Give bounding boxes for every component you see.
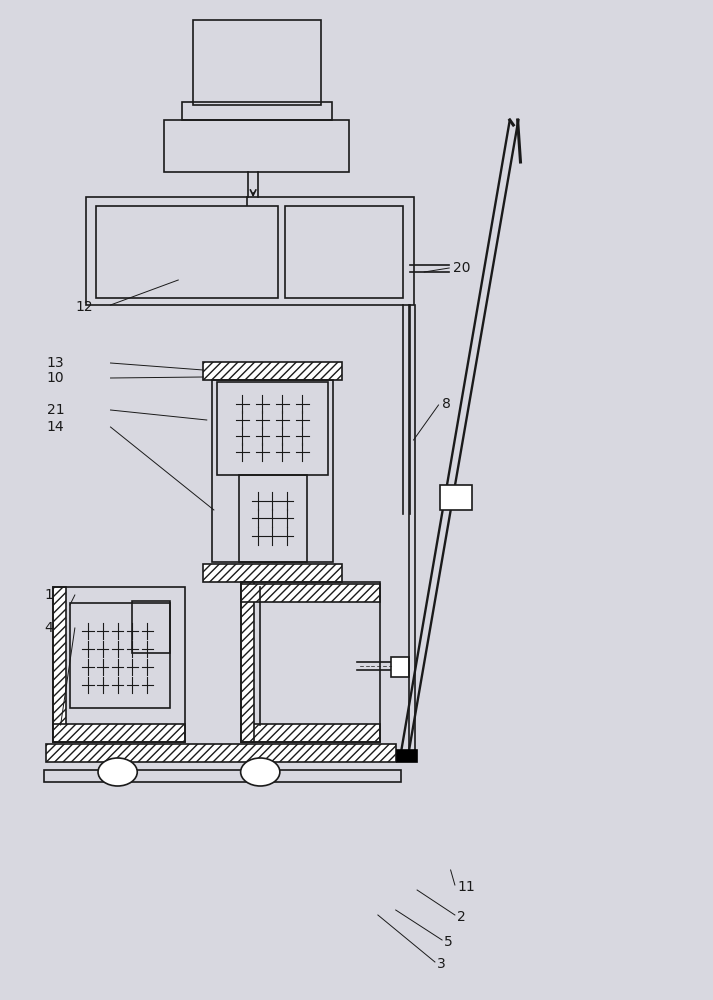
Bar xyxy=(397,750,417,762)
Text: 4: 4 xyxy=(45,621,53,635)
Ellipse shape xyxy=(98,758,137,786)
Ellipse shape xyxy=(240,758,279,786)
Bar xyxy=(203,362,342,380)
Bar xyxy=(164,120,349,172)
Text: 20: 20 xyxy=(453,261,471,275)
Bar xyxy=(182,102,332,120)
Bar xyxy=(70,603,170,708)
Bar xyxy=(96,206,278,298)
Bar xyxy=(132,601,170,653)
Text: 10: 10 xyxy=(46,371,64,385)
Bar xyxy=(391,657,409,677)
Bar xyxy=(203,564,342,582)
Bar xyxy=(217,382,328,475)
Bar xyxy=(86,197,414,305)
Text: 3: 3 xyxy=(437,957,446,971)
Text: 21: 21 xyxy=(46,403,64,417)
Bar xyxy=(440,485,472,510)
Text: 12: 12 xyxy=(75,300,93,314)
Text: 14: 14 xyxy=(46,420,64,434)
Bar xyxy=(46,744,396,762)
Text: 5: 5 xyxy=(444,935,453,949)
Text: 11: 11 xyxy=(457,880,475,894)
Bar xyxy=(44,770,401,782)
Bar xyxy=(285,206,403,298)
Bar xyxy=(241,724,380,742)
Bar xyxy=(53,724,185,742)
Text: 2: 2 xyxy=(457,910,466,924)
Text: 1: 1 xyxy=(45,588,53,602)
Bar xyxy=(241,584,380,602)
Text: 13: 13 xyxy=(46,356,64,370)
Bar xyxy=(212,380,333,562)
Bar xyxy=(239,475,307,562)
Text: 8: 8 xyxy=(442,397,451,411)
Bar xyxy=(241,582,254,742)
Bar xyxy=(53,587,185,742)
Bar xyxy=(193,20,321,105)
Bar xyxy=(241,582,380,742)
Bar xyxy=(53,587,66,742)
